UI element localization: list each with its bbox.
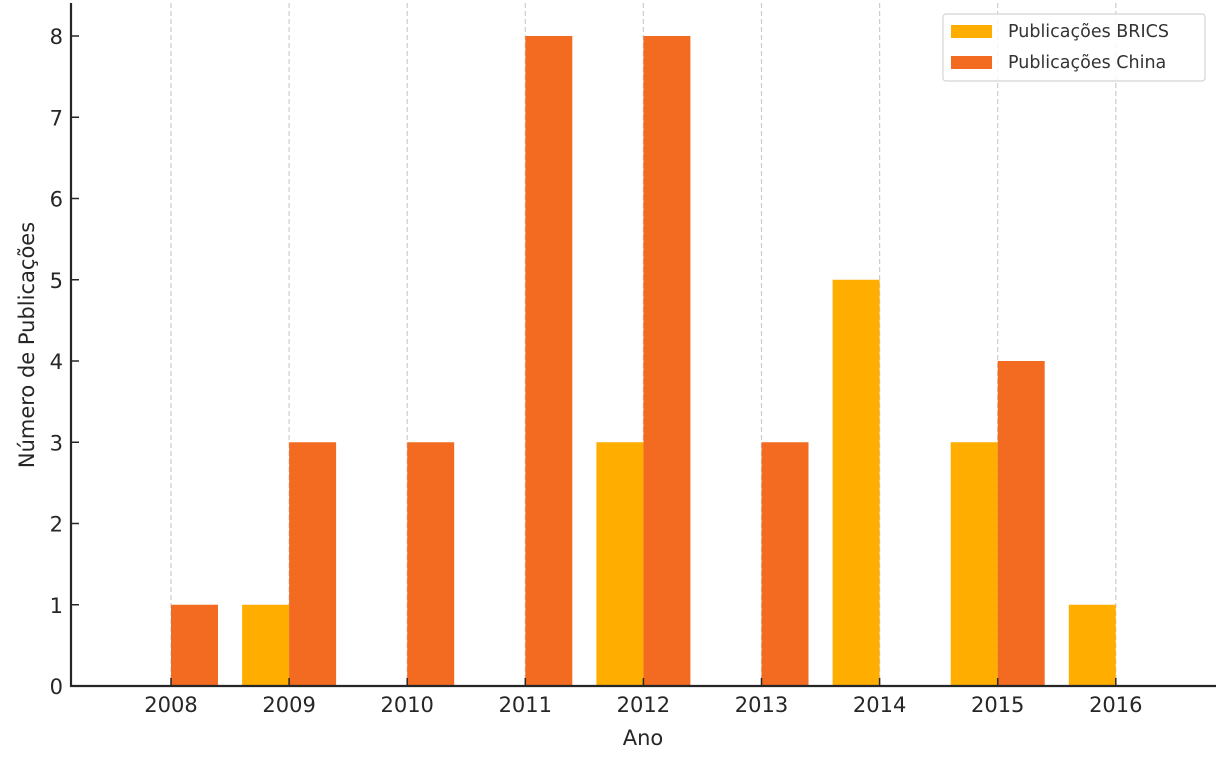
legend-swatch-brics <box>951 25 992 38</box>
bar-china-2012 <box>643 36 691 686</box>
bar-brics-2012 <box>596 442 644 686</box>
x-tick-label: 2015 <box>971 693 1024 717</box>
bar-brics-2016 <box>1068 604 1116 686</box>
x-ticks: 2008 2009 2010 2011 2012 2013 2014 2015 2016 <box>144 678 1143 717</box>
y-ticks: 0 1 2 3 4 5 6 7 8 <box>50 25 79 699</box>
bars <box>171 36 1116 686</box>
x-tick-label: 2013 <box>735 693 788 717</box>
y-tick-label: 6 <box>50 188 63 212</box>
legend: Publicações BRICS Publicações China <box>942 13 1206 82</box>
bar-china-2015 <box>997 361 1045 686</box>
x-tick-label: 2014 <box>853 693 906 717</box>
y-tick-label: 4 <box>50 350 63 374</box>
bar-brics-2009 <box>242 604 290 686</box>
x-tick-label: 2016 <box>1089 693 1142 717</box>
legend-label-brics: Publicações BRICS <box>1008 22 1169 42</box>
legend-box <box>942 13 1206 82</box>
y-tick-label: 3 <box>50 431 63 455</box>
y-tick-label: 2 <box>50 513 63 537</box>
y-tick-label: 8 <box>50 25 63 49</box>
x-tick-label: 2012 <box>617 693 670 717</box>
y-tick-label: 7 <box>50 106 63 130</box>
bar-china-2009 <box>289 442 337 686</box>
x-tick-label: 2010 <box>380 693 433 717</box>
legend-swatch-china <box>951 56 992 69</box>
bar-brics-2014 <box>832 279 880 686</box>
y-axis-label: Número de Publicações <box>15 222 39 468</box>
x-tick-label: 2011 <box>499 693 552 717</box>
bar-china-2013 <box>761 442 809 686</box>
bar-china-2011 <box>525 36 573 686</box>
y-tick-label: 5 <box>50 269 63 293</box>
bar-china-2010 <box>407 442 455 686</box>
x-tick-label: 2009 <box>262 693 315 717</box>
bar-brics-2015 <box>950 442 998 686</box>
bar-china-2008 <box>171 604 218 686</box>
x-axis-label: Ano <box>623 726 664 750</box>
legend-label-china: Publicações China <box>1008 53 1166 73</box>
x-tick-label: 2008 <box>144 693 197 717</box>
y-tick-label: 0 <box>50 675 63 699</box>
y-tick-label: 1 <box>50 594 63 618</box>
